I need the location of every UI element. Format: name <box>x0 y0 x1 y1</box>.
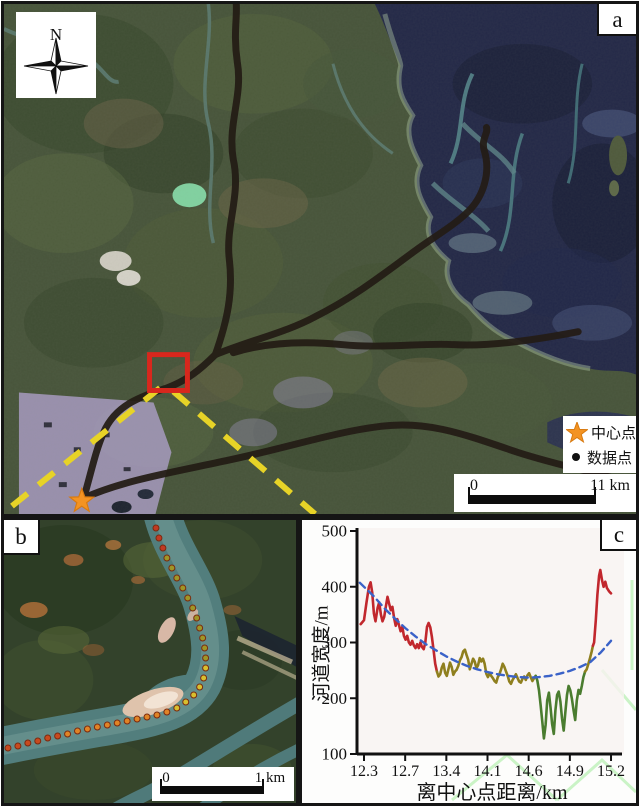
channel-width-red-downstream <box>591 568 613 648</box>
channel-traces <box>80 4 636 502</box>
panel-a-label: a <box>597 4 636 36</box>
y-tick-label: 300 <box>322 633 348 652</box>
data-point <box>168 564 176 572</box>
data-point <box>24 739 32 747</box>
data-point-chain <box>4 524 210 752</box>
scale-bar-a: 0 11 km <box>454 474 636 512</box>
y-axis-title: 河道宽度/m <box>311 605 333 702</box>
map-legend: 中心点 数据点 <box>563 416 636 473</box>
data-point <box>153 711 161 719</box>
data-point <box>182 698 190 706</box>
x-tick-label: 13.4 <box>432 763 460 780</box>
y-tick-label: 200 <box>322 689 348 708</box>
data-point <box>83 725 91 733</box>
data-point <box>159 544 167 552</box>
data-point <box>199 634 207 642</box>
legend-label-data-point: 数据点 <box>587 450 633 467</box>
panel-b: 0 1 km b <box>1 517 299 806</box>
data-point <box>14 742 22 750</box>
data-point <box>155 534 163 542</box>
data-point <box>163 554 171 562</box>
data-point <box>64 730 72 738</box>
data-point <box>173 574 181 582</box>
legend-item-data-point: 数据点 <box>566 447 636 468</box>
data-point <box>196 683 204 691</box>
data-point <box>173 704 181 712</box>
scale-b-start: 0 <box>162 770 170 786</box>
x-tick-label: 14.1 <box>474 763 502 780</box>
data-point <box>54 732 62 740</box>
center-point-star-icon <box>566 421 588 442</box>
channel-width-green-narrow <box>534 670 587 740</box>
panel-c: 500 400 300 200 100 12.3 12.7 13.4 14.1 14.6 14.9 1… <box>299 517 639 806</box>
north-arrow-icon: N <box>16 12 96 98</box>
data-point <box>133 715 141 723</box>
panel-a: N 中心点 数据点 0 11 <box>1 1 639 517</box>
data-point <box>4 744 12 752</box>
data-point <box>184 594 192 602</box>
legend-item-center-point: 中心点 <box>566 421 637 444</box>
x-tick-label: 14.9 <box>556 763 584 780</box>
data-point <box>202 654 210 662</box>
x-tick-label: 14.6 <box>515 763 543 780</box>
y-tick-label: 500 <box>322 522 348 541</box>
channel-width-olive-rise <box>583 644 595 673</box>
sandbars <box>122 609 199 718</box>
trend-curve <box>358 581 613 679</box>
scale-bar-b: 0 1 km <box>152 767 294 801</box>
x-tick-label: 12.7 <box>391 763 419 780</box>
satellite-image-a <box>4 4 636 514</box>
scale-a-end: 11 km <box>590 477 630 494</box>
x-axis-title: 离中心点距离/km <box>416 782 568 804</box>
data-point <box>152 524 160 532</box>
data-point <box>123 717 131 725</box>
satellite-image-b <box>4 520 296 803</box>
panel-b-label: b <box>4 520 40 555</box>
x-tick-label: 12.3 <box>350 763 378 780</box>
data-point <box>189 604 197 612</box>
study-area-box <box>147 352 190 393</box>
data-point <box>34 737 42 745</box>
y-tick-label: 400 <box>322 577 348 596</box>
legend-label-center-point: 中心点 <box>591 426 637 442</box>
data-point <box>103 721 111 729</box>
data-point <box>193 614 201 622</box>
y-tick-label: 100 <box>322 745 348 764</box>
data-point <box>93 723 101 731</box>
data-point <box>196 624 204 632</box>
chart-data-lines <box>358 568 613 740</box>
data-point <box>200 674 208 682</box>
data-point <box>74 727 81 735</box>
data-point <box>202 664 210 672</box>
scale-a-start: 0 <box>470 477 478 494</box>
data-point <box>201 644 209 652</box>
data-point <box>179 584 187 592</box>
data-point-dot-icon <box>572 453 580 461</box>
data-point <box>113 719 121 727</box>
data-point <box>143 713 151 721</box>
north-label: N <box>50 25 62 44</box>
x-tick-label: 15.2 <box>597 763 625 780</box>
channel-width-olive-middle <box>435 648 537 686</box>
panel-c-label: c <box>600 520 636 551</box>
channel-width-chart: 500 400 300 200 100 12.3 12.7 13.4 14.1 14.6 14.9 1… <box>302 520 636 803</box>
data-point <box>44 734 52 742</box>
scale-b-end: 1 km <box>255 770 286 786</box>
data-point <box>190 691 198 699</box>
data-point <box>163 708 171 716</box>
